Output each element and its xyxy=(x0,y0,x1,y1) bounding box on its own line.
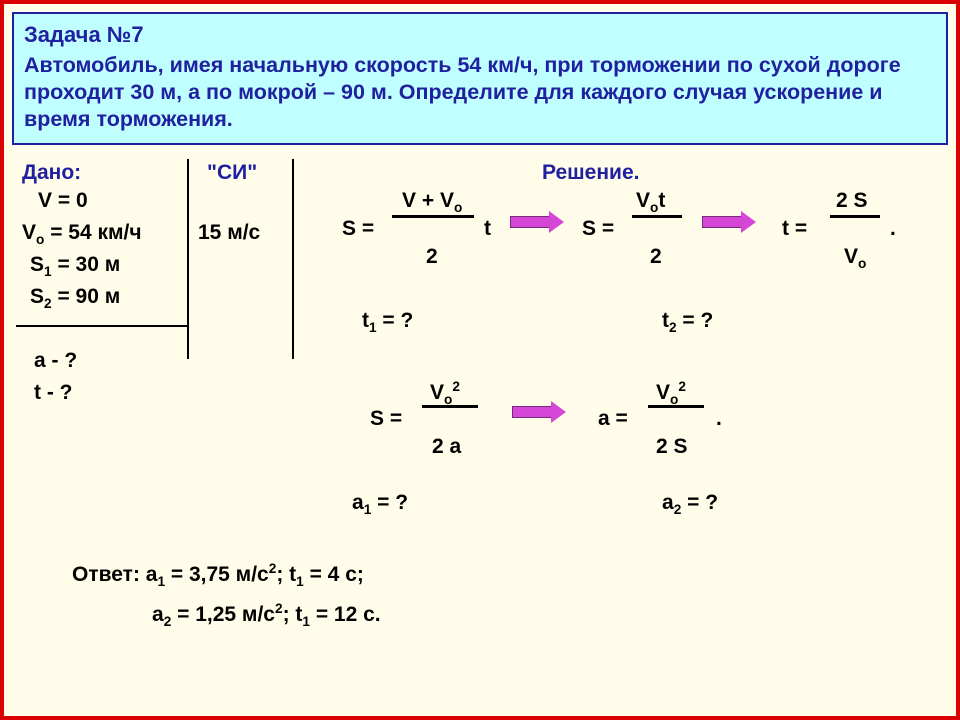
arrow-2 xyxy=(702,211,756,233)
vline-1 xyxy=(187,159,189,359)
eq2-top: Vot xyxy=(636,189,665,215)
eq5-bot: 2 S xyxy=(656,435,688,459)
outer-frame: Задача №7 Автомобиль, имея начальную ско… xyxy=(0,0,960,720)
fracbar-5 xyxy=(648,405,704,408)
fracbar-3 xyxy=(830,215,880,218)
header-given: Дано: xyxy=(22,161,81,185)
header-si: "СИ" xyxy=(207,161,257,185)
eq4-bot: 2 a xyxy=(432,435,461,459)
eq4-left: S = xyxy=(370,407,402,431)
header-solution: Решение. xyxy=(542,161,639,185)
problem-title: Задача №7 xyxy=(24,22,936,48)
given-s2: S2 = 90 м xyxy=(30,285,120,311)
given-s1: S1 = 30 м xyxy=(30,253,120,279)
answer-line2: a2 = 1,25 м/с2; t1 = 12 с. xyxy=(152,601,381,629)
eq3-top: 2 S xyxy=(836,189,868,213)
eq5-top: Vo2 xyxy=(656,379,686,407)
hline xyxy=(16,325,188,327)
fracbar-1 xyxy=(392,215,474,218)
eq1-mid: t xyxy=(484,217,491,241)
q-a2: a2 = ? xyxy=(662,491,718,517)
eq3-bot: Vo xyxy=(844,245,866,271)
given-v0: Vo = 54 км/ч xyxy=(22,221,142,247)
fracbar-4 xyxy=(422,405,478,408)
fracbar-2 xyxy=(632,215,682,218)
si-v0: 15 м/с xyxy=(198,221,260,245)
given-v: V = 0 xyxy=(38,189,88,213)
arrow-3 xyxy=(512,401,566,423)
eq5-left: a = xyxy=(598,407,628,431)
eq3-left: t = xyxy=(782,217,807,241)
answer-line1: Ответ: a1 = 3,75 м/с2; t1 = 4 с; xyxy=(72,561,364,589)
given-a-q: a - ? xyxy=(34,349,77,373)
eq3-dot: . xyxy=(890,217,896,241)
eq1-top: V + Vo xyxy=(402,189,462,215)
problem-text: Автомобиль, имея начальную скорость 54 к… xyxy=(24,52,936,133)
q-t1: t1 = ? xyxy=(362,309,413,335)
given-t-q: t - ? xyxy=(34,381,72,405)
problem-box: Задача №7 Автомобиль, имея начальную ско… xyxy=(12,12,948,145)
eq1-left: S = xyxy=(342,217,374,241)
q-t2: t2 = ? xyxy=(662,309,713,335)
eq1-bot: 2 xyxy=(426,245,438,269)
eq5-dot: . xyxy=(716,407,722,431)
eq2-left: S = xyxy=(582,217,614,241)
vline-2 xyxy=(292,159,294,359)
eq4-top: Vo2 xyxy=(430,379,460,407)
q-a1: a1 = ? xyxy=(352,491,408,517)
solution-area: Дано: "СИ" Решение. V = 0 Vo = 54 км/ч S… xyxy=(12,153,948,693)
arrow-1 xyxy=(510,211,564,233)
eq2-bot: 2 xyxy=(650,245,662,269)
